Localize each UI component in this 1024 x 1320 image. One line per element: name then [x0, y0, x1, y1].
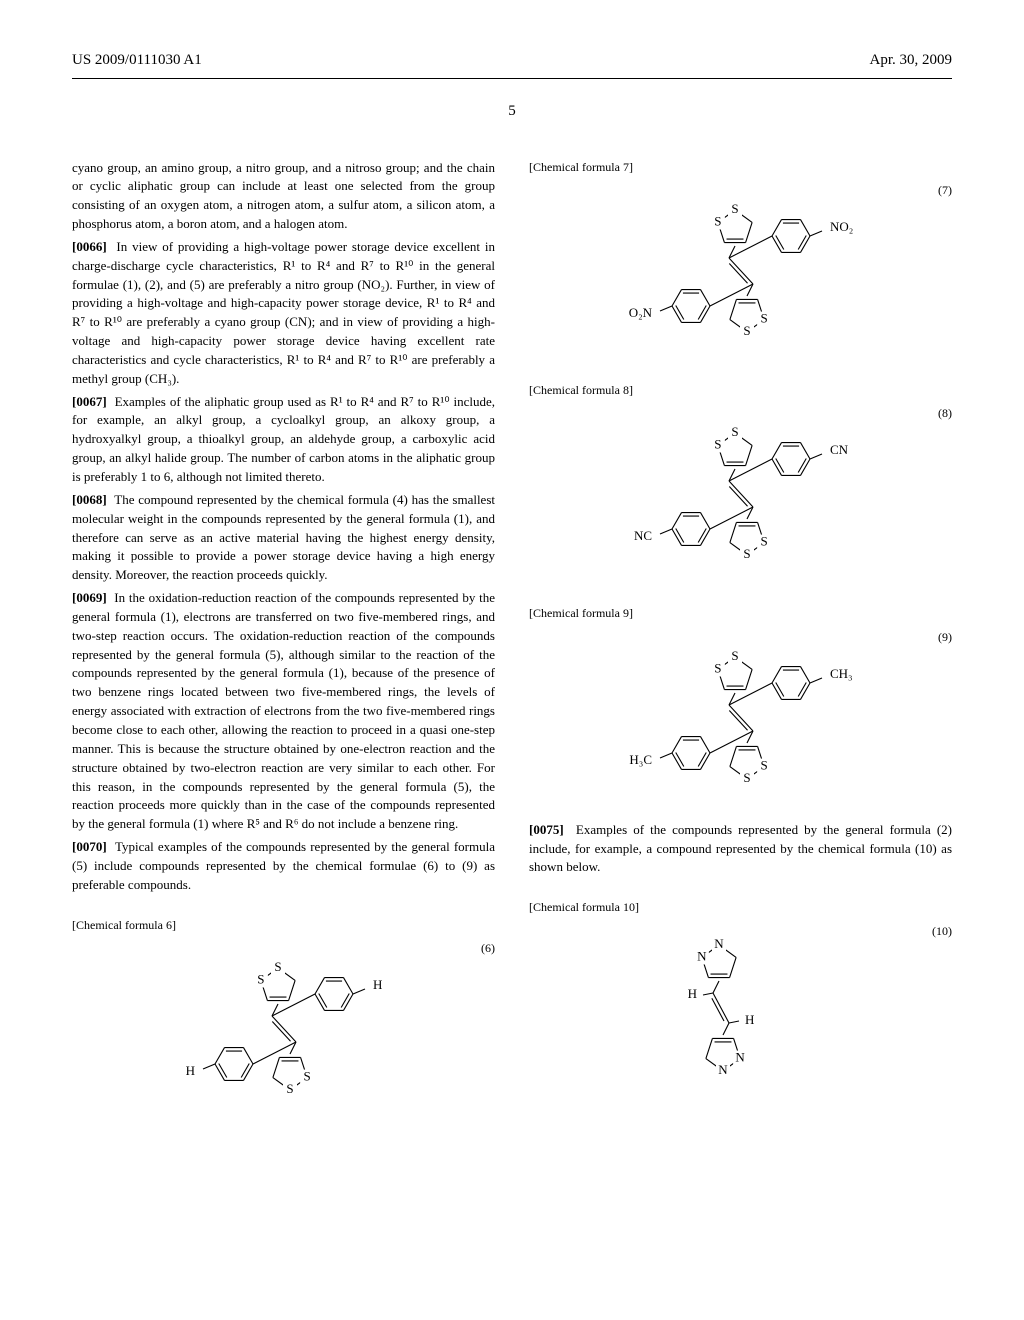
svg-text:H: H [687, 986, 696, 1001]
chem-label-10: [Chemical formula 10] [529, 899, 952, 916]
para-num-0067: [0067] [72, 394, 107, 409]
svg-text:O₂N: O₂N [628, 305, 652, 320]
svg-text:N: N [735, 1049, 745, 1064]
svg-text:S: S [714, 660, 721, 675]
svg-text:S: S [731, 424, 738, 439]
svg-text:H: H [185, 1063, 194, 1078]
svg-text:NC: NC [633, 528, 651, 543]
svg-text:S: S [257, 971, 264, 986]
svg-text:CH₃: CH₃ [830, 666, 853, 681]
svg-text:S: S [714, 437, 721, 452]
svg-text:H: H [373, 977, 382, 992]
svg-text:S: S [760, 757, 767, 772]
chem-num-10: (10) [932, 923, 952, 940]
chem-svg-10: HHNNNN [661, 923, 821, 1093]
para-0067: [0067] Examples of the aliphatic group u… [72, 393, 495, 487]
publication-id: US 2009/0111030 A1 [72, 50, 202, 72]
chem-formula-7: (7) SSSSNO₂O₂N [529, 182, 952, 360]
svg-text:H: H [745, 1012, 754, 1027]
svg-text:N: N [697, 948, 707, 963]
chem-svg-8: SSSSCNNC [581, 405, 901, 583]
chem-svg-9: SSSSCH₃H₃C [581, 629, 901, 807]
right-column: [Chemical formula 7] (7) SSSSNO₂O₂N [Che… [529, 159, 952, 1124]
para-num-0070: [0070] [72, 839, 107, 854]
para-0070: [0070] Typical examples of the compounds… [72, 838, 495, 895]
svg-text:S: S [760, 534, 767, 549]
chem-num-9: (9) [938, 629, 952, 646]
svg-text:N: N [718, 1062, 728, 1077]
para-num-0066: [0066] [72, 239, 107, 254]
para-num-0069: [0069] [72, 590, 107, 605]
two-column-layout: cyano group, an amino group, a nitro gro… [72, 159, 952, 1124]
chem-formula-8: (8) SSSSCNNC [529, 405, 952, 583]
chem-svg-6: SSSSHH [139, 940, 429, 1118]
chem-label-8: [Chemical formula 8] [529, 382, 952, 399]
svg-text:S: S [743, 323, 750, 338]
para-0069-text: In the oxidation-reduction reaction of t… [72, 590, 495, 831]
chem-label-9: [Chemical formula 9] [529, 605, 952, 622]
chem-svg-7: SSSSNO₂O₂N [581, 182, 901, 360]
left-column: cyano group, an amino group, a nitro gro… [72, 159, 495, 1124]
para-0067-text: Examples of the aliphatic group used as … [72, 394, 495, 484]
para-0069: [0069] In the oxidation-reduction reacti… [72, 589, 495, 834]
svg-text:N: N [714, 936, 724, 951]
publication-date: Apr. 30, 2009 [870, 50, 953, 72]
chem-num-8: (8) [938, 405, 952, 422]
chem-num-6: (6) [481, 940, 495, 957]
para-0066-text: In view of providing a high-voltage powe… [72, 239, 495, 386]
svg-text:S: S [303, 1068, 310, 1083]
page-header: US 2009/0111030 A1 Apr. 30, 2009 [72, 50, 952, 79]
page-number: 5 [72, 101, 952, 123]
para-num-0075: [0075] [529, 822, 564, 837]
para-num-0068: [0068] [72, 492, 107, 507]
para-0075: [0075] Examples of the compounds represe… [529, 821, 952, 878]
para-0068: [0068] The compound represented by the c… [72, 491, 495, 585]
chem-num-7: (7) [938, 182, 952, 199]
svg-text:S: S [743, 770, 750, 785]
svg-text:S: S [760, 310, 767, 325]
para-0070-text: Typical examples of the compounds repres… [72, 839, 495, 892]
svg-text:S: S [731, 201, 738, 216]
chem-formula-9: (9) SSSSCH₃H₃C [529, 629, 952, 807]
svg-text:S: S [731, 648, 738, 663]
para-0068-text: The compound represented by the chemical… [72, 492, 495, 582]
svg-text:S: S [714, 213, 721, 228]
chem-label-6: [Chemical formula 6] [72, 917, 495, 934]
para-0075-text: Examples of the compounds represented by… [529, 822, 952, 875]
para-0065-tail: cyano group, an amino group, a nitro gro… [72, 159, 495, 234]
svg-text:CN: CN [830, 442, 849, 457]
chem-formula-6: (6) SSSSHH [72, 940, 495, 1118]
para-0066: [0066] In view of providing a high-volta… [72, 238, 495, 389]
svg-text:NO₂: NO₂ [830, 219, 853, 234]
chem-formula-10: (10) HHNNNN [529, 923, 952, 1093]
chem-label-7: [Chemical formula 7] [529, 159, 952, 176]
svg-text:S: S [274, 959, 281, 974]
svg-text:S: S [286, 1081, 293, 1096]
svg-text:S: S [743, 546, 750, 561]
svg-text:H₃C: H₃C [629, 752, 652, 767]
